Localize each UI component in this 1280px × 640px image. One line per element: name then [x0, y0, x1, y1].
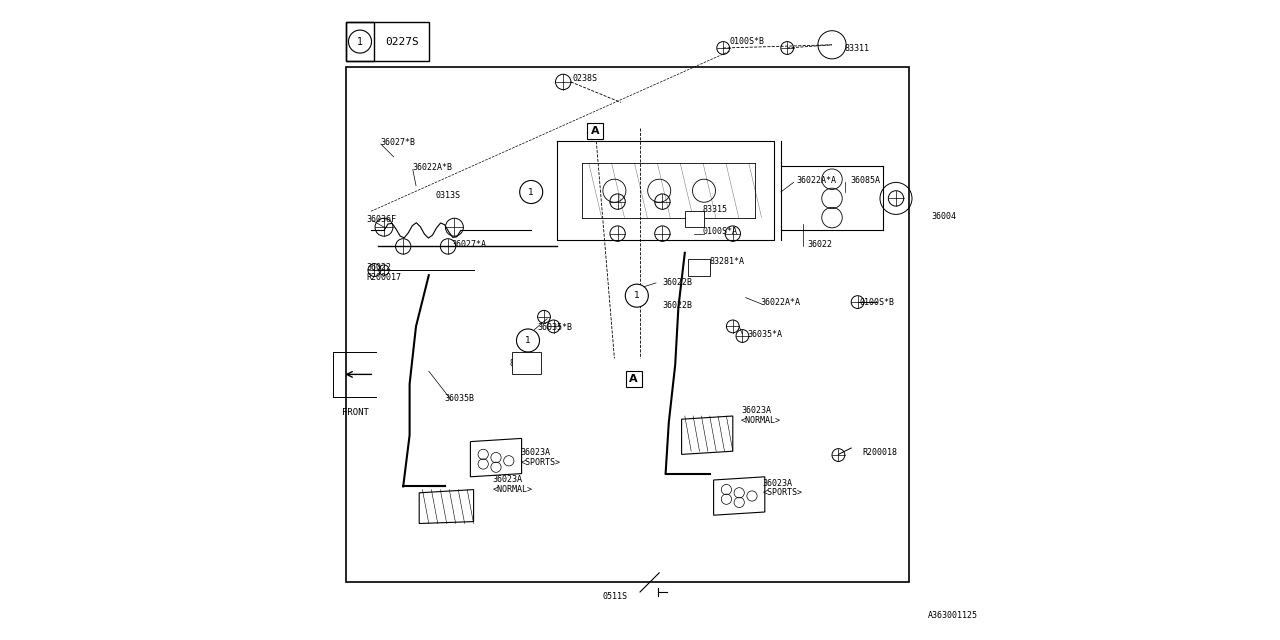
Text: 36035B: 36035B: [445, 394, 475, 403]
Text: 1: 1: [634, 291, 640, 300]
Text: FRONT: FRONT: [342, 408, 369, 417]
Bar: [626, 371, 641, 387]
Text: <NORMAL>: <NORMAL>: [493, 485, 532, 494]
Text: 36022A*B: 36022A*B: [412, 163, 453, 172]
Circle shape: [517, 329, 540, 352]
Text: <NORMAL>: <NORMAL>: [741, 416, 781, 425]
Text: 36036F: 36036F: [367, 215, 397, 224]
Text: 36023A: 36023A: [763, 479, 792, 488]
Text: 0227S: 0227S: [385, 36, 419, 47]
Text: 0100S*B: 0100S*B: [860, 298, 895, 307]
Text: 83315: 83315: [703, 205, 728, 214]
Text: 0313S: 0313S: [435, 191, 461, 200]
Text: 1: 1: [529, 188, 534, 196]
Text: 83311: 83311: [845, 44, 870, 52]
Text: 0511S: 0511S: [603, 592, 628, 601]
Text: 36004: 36004: [932, 212, 956, 221]
Text: 0238S: 0238S: [573, 74, 598, 83]
Text: 36027*A: 36027*A: [452, 240, 486, 249]
Text: 36085A: 36085A: [850, 176, 879, 185]
Text: 36022A*A: 36022A*A: [796, 176, 837, 185]
Text: 36022: 36022: [366, 263, 392, 272]
Bar: [685, 211, 704, 227]
Text: 36035*A: 36035*A: [748, 330, 782, 339]
Bar: [512, 352, 540, 374]
Text: 36022: 36022: [808, 240, 833, 249]
Text: A363001125: A363001125: [928, 611, 978, 620]
Text: <SPORTS>: <SPORTS>: [763, 488, 803, 497]
Bar: [588, 123, 603, 140]
Text: <SPORTS>: <SPORTS>: [520, 458, 561, 467]
Bar: [346, 67, 909, 582]
Text: 1: 1: [357, 36, 364, 47]
Circle shape: [520, 180, 543, 204]
Text: 83281*B: 83281*B: [509, 359, 543, 368]
Text: R200018: R200018: [863, 448, 897, 457]
Text: 36023A: 36023A: [520, 448, 550, 457]
Text: 36023A: 36023A: [493, 476, 522, 484]
Bar: [689, 259, 710, 276]
Bar: [346, 22, 429, 61]
Text: 0100S*B: 0100S*B: [730, 37, 764, 46]
Text: 36035*B: 36035*B: [538, 323, 572, 332]
Circle shape: [625, 284, 648, 307]
Text: A: A: [591, 126, 599, 136]
Text: 36027*B: 36027*B: [381, 138, 416, 147]
Text: 36022B: 36022B: [663, 301, 692, 310]
Text: 36022A*A: 36022A*A: [760, 298, 800, 307]
Text: 36022B: 36022B: [663, 278, 692, 287]
Text: 36023A: 36023A: [741, 406, 771, 415]
Text: 0100S*A: 0100S*A: [703, 227, 737, 236]
Text: R200017: R200017: [366, 273, 401, 282]
Text: A: A: [630, 374, 637, 384]
Bar: [346, 22, 375, 61]
Text: 1: 1: [525, 336, 531, 345]
Text: 83281*A: 83281*A: [709, 257, 744, 266]
